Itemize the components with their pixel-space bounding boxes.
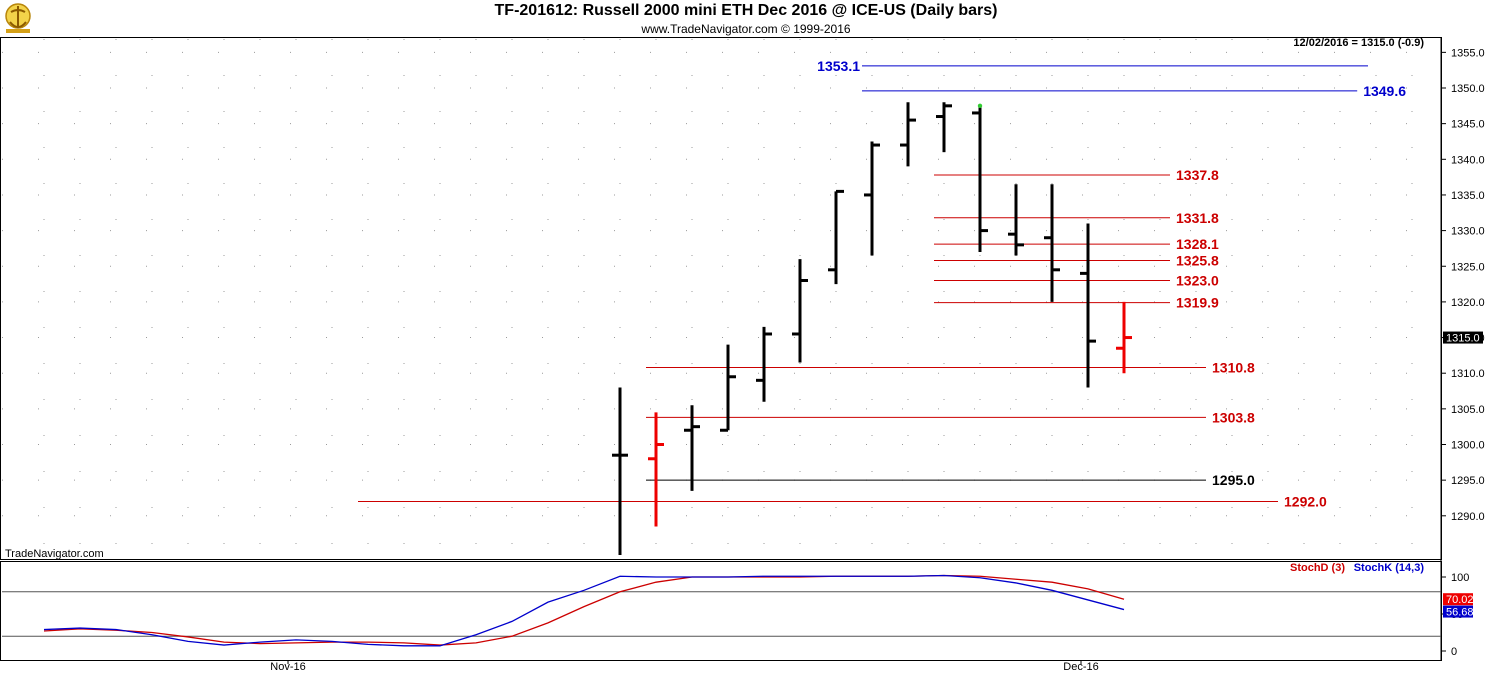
y-axis-tick-label: 1320.0: [1451, 297, 1485, 309]
stochd-legend-label: StochD (3): [1290, 562, 1345, 574]
x-axis-label-dec: Dec-16: [1063, 661, 1098, 673]
trade-navigator-logo-icon: [5, 3, 31, 33]
level-label: 1303.8: [1212, 409, 1255, 425]
stochd-last-value-label: 70.02: [1446, 594, 1474, 606]
level-label: 1331.8: [1176, 210, 1219, 226]
watermark-label: TradeNavigator.com: [5, 548, 104, 560]
stochk-last-value-tag: [1443, 605, 1473, 618]
level-label: 1295.0: [1212, 472, 1255, 488]
chart-title: TF-201612: Russell 2000 mini ETH Dec 201…: [494, 2, 998, 19]
y-axis-tick-label: 1325.0: [1451, 261, 1485, 273]
y-axis-tick-label: 1310.0: [1451, 368, 1485, 380]
stochk-last-value-label: 56.68: [1446, 607, 1474, 619]
level-label: 1319.9: [1176, 295, 1219, 311]
y-axis-tick-label: 1350.0: [1451, 83, 1485, 95]
y-axis-tick-label: 1330.0: [1451, 226, 1485, 238]
y-axis-tick-label: 1340.0: [1451, 154, 1485, 166]
level-label: 1310.8: [1212, 359, 1255, 375]
level-label: 1337.8: [1176, 167, 1219, 183]
level-label: 1328.1: [1176, 236, 1219, 252]
stoch-series-line: [43, 574, 1125, 647]
y-axis-tick-label: 1290.0: [1451, 511, 1485, 523]
level-label: 1323.0: [1176, 273, 1219, 289]
y-axis-tick-label: 1305.0: [1451, 404, 1485, 416]
stoch-y-tick-label: 0: [1451, 646, 1457, 658]
y-axis-tick-label: 1295.0: [1451, 475, 1485, 487]
last-quote-label: 12/02/2016 = 1315.0 (-0.9): [1293, 37, 1424, 49]
copyright-text: www.TradeNavigator.com © 1999-2016: [641, 22, 851, 36]
level-label: 1325.8: [1176, 253, 1219, 269]
level-label: 1292.0: [1284, 494, 1327, 510]
x-axis-label-nov: Nov-16: [270, 661, 305, 673]
high-marker: [977, 103, 983, 109]
y-axis-tick-label: 1355.0: [1451, 47, 1485, 59]
stochk-legend-label: StochK (14,3): [1354, 562, 1425, 574]
last-price-tag-label: 1315.0: [1446, 333, 1480, 345]
y-axis-tick-label: 1345.0: [1451, 119, 1485, 131]
stochd-last-value-tag: [1443, 593, 1473, 606]
y-axis-tick-label: 1300.0: [1451, 440, 1485, 452]
stoch-series-line: [43, 574, 1125, 646]
stoch-y-tick-label: 100: [1451, 572, 1469, 584]
level-label: 1349.6: [1363, 83, 1406, 99]
last-price-tag: [1443, 331, 1483, 344]
y-axis-tick-label: 1335.0: [1451, 190, 1485, 202]
level-label: 1353.1: [817, 58, 860, 74]
